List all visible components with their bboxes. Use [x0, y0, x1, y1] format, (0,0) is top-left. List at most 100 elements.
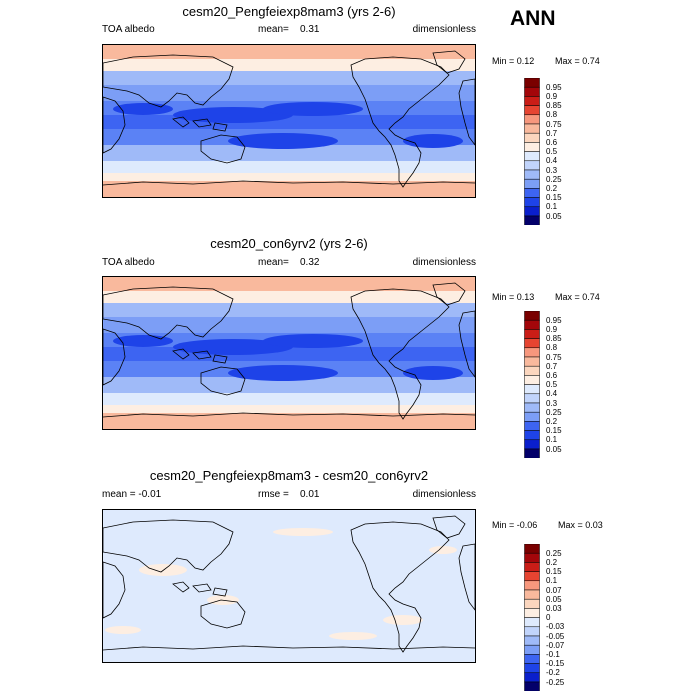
panel-3-max: Max = 0.03 — [558, 520, 603, 530]
panel-2-max: Max = 0.74 — [555, 292, 600, 302]
panel-1-colorbar — [524, 78, 540, 226]
colorbar-tick-label: -0.1 — [546, 649, 560, 659]
colorbar-box — [524, 393, 540, 404]
panel-3-mean-label: mean = -0.01 — [102, 489, 162, 500]
colorbar-box — [524, 188, 540, 198]
panel-2-colorbar — [524, 311, 540, 459]
colorbar-tick-label: 0.6 — [546, 370, 558, 380]
positive-difference-patch — [383, 615, 423, 625]
colorbar-box — [524, 448, 540, 459]
colorbar-box — [524, 78, 540, 88]
colorbar-tick-label: 0.25 — [546, 174, 562, 184]
colorbar-tick-label: 0.4 — [546, 156, 558, 166]
panel-3-colorbar — [524, 544, 540, 692]
coastline — [172, 116, 228, 132]
colorbar-tick-label: -0.2 — [546, 668, 560, 678]
band-southern-ocean — [103, 405, 475, 413]
colorbar-tick-label: 0 — [546, 613, 551, 623]
colorbar-box — [524, 329, 540, 339]
panel-2-units: dimensionless — [412, 257, 476, 268]
coastline — [350, 521, 450, 653]
colorbar-tick-label: 0.8 — [546, 343, 558, 353]
panel-3-title: cesm20_Pengfeiexp8mam3 - cesm20_con6yrv2 — [149, 468, 429, 483]
colorbar-tick-label: 0.15 — [546, 567, 562, 577]
panel-1-units: dimensionless — [412, 24, 476, 35]
low-albedo-patch — [228, 365, 338, 381]
panel-3-rmse-value: 0.01 — [300, 489, 320, 500]
panel-1-mean-label: mean= — [258, 24, 289, 35]
band-north-subtropics — [103, 85, 475, 101]
colorbar-box — [524, 411, 540, 422]
colorbar-box — [524, 356, 540, 367]
colorbar-tick-label: 0.2 — [546, 183, 558, 193]
colorbar-box — [524, 430, 540, 441]
colorbar-box — [524, 215, 540, 226]
band-north-subtropics — [103, 317, 475, 333]
coastline — [200, 134, 246, 164]
coastline — [103, 180, 475, 186]
coastline — [103, 412, 475, 418]
season-label: ANN — [510, 7, 556, 30]
colorbar-tick-label: 0.25 — [546, 407, 562, 417]
colorbar-tick-label: 0.85 — [546, 334, 562, 344]
band-south-mid — [103, 161, 475, 173]
colorbar-box — [524, 626, 540, 637]
band-south-subtropics — [103, 377, 475, 393]
colorbar-box — [524, 347, 540, 358]
coastline — [432, 282, 466, 306]
colorbar-tick-label: 0.03 — [546, 603, 562, 613]
panel-1-title: cesm20_Pengfeiexp8mam3 (yrs 2-6) — [182, 4, 396, 19]
colorbar-box — [524, 544, 540, 554]
panel-1-mean-value: 0.31 — [300, 24, 320, 35]
panel-1-max: Max = 0.74 — [555, 56, 600, 66]
colorbar-tick-label: 0.05 — [546, 444, 562, 454]
coastline — [458, 310, 475, 378]
colorbar-tick-label: 0.05 — [546, 211, 562, 221]
colorbar-tick-label: 0.05 — [546, 594, 562, 604]
colorbar-tick-label: 0.4 — [546, 389, 558, 399]
band-south-subtropics — [103, 145, 475, 161]
colorbar-box — [524, 142, 540, 152]
panel-3-units: dimensionless — [412, 489, 476, 500]
coastline — [458, 78, 475, 146]
colorbar-box — [524, 338, 540, 349]
band-south-mid — [103, 393, 475, 405]
colorbar-tick-label: -0.25 — [546, 677, 565, 687]
colorbar-box — [524, 421, 540, 431]
colorbar-tick-label: 0.2 — [546, 557, 558, 567]
colorbar-box — [524, 132, 540, 143]
colorbar-tick-label: 0.6 — [546, 137, 558, 147]
low-albedo-patch — [263, 334, 363, 348]
low-albedo-patch — [173, 339, 293, 355]
positive-difference-patch — [105, 626, 141, 634]
colorbar-box — [524, 580, 540, 591]
colorbar-tick-label: -0.15 — [546, 659, 565, 669]
colorbar-tick-label: -0.05 — [546, 631, 565, 641]
panel-2-title: cesm20_con6yrv2 (yrs 2-6) — [210, 236, 368, 251]
colorbar-box — [524, 169, 540, 180]
colorbar-tick-label: 0.75 — [546, 119, 562, 129]
coastline — [350, 56, 450, 188]
colorbar-box — [524, 123, 540, 134]
band-north-mid — [103, 71, 475, 85]
colorbar-tick-label: 0.1 — [546, 435, 558, 445]
panel-2-mean-label: mean= — [258, 257, 289, 268]
colorbar-tick-label: -0.03 — [546, 622, 565, 632]
coastline — [200, 599, 246, 629]
positive-difference-patch — [273, 528, 333, 536]
coastline — [432, 515, 466, 539]
panel-1-map — [102, 44, 476, 198]
coastline — [103, 54, 234, 108]
coastline — [103, 645, 475, 651]
panel-3-map — [102, 509, 476, 663]
colorbar-box — [524, 672, 540, 683]
coastline — [458, 543, 475, 611]
colorbar-box — [524, 311, 540, 321]
band-arctic-high — [103, 45, 475, 59]
colorbar-box — [524, 562, 540, 572]
colorbar-box — [524, 598, 540, 609]
colorbar-tick-label: 0.07 — [546, 585, 562, 595]
positive-difference-patch — [329, 632, 377, 640]
colorbar-tick-label: 0.15 — [546, 426, 562, 436]
colorbar-box — [524, 365, 540, 376]
